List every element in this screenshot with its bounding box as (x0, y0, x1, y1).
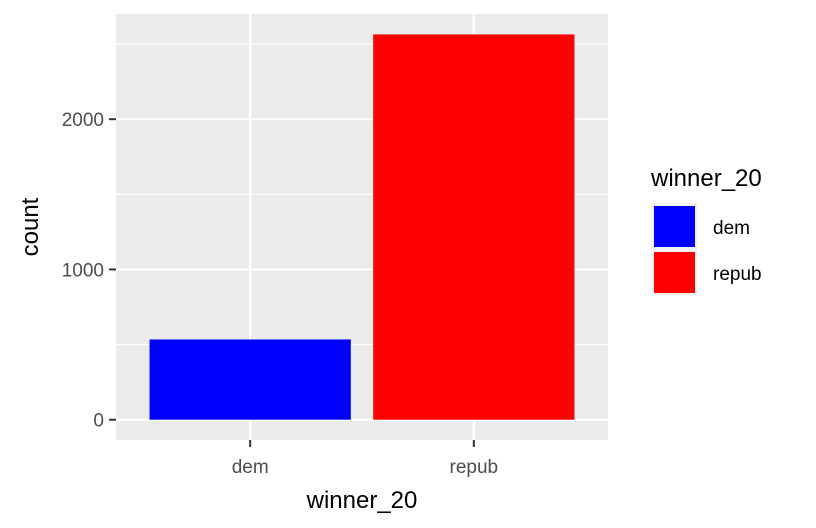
legend: winner_20 dem repub (650, 165, 762, 295)
legend-title: winner_20 (650, 165, 762, 192)
x-tick-label: dem (232, 457, 269, 478)
y-tick-label: 0 (93, 411, 104, 432)
y-tick-label: 1000 (62, 260, 104, 281)
bar-dem (149, 339, 351, 420)
bars (149, 34, 575, 420)
x-axis: dem repub (232, 440, 498, 478)
x-axis-title: winner_20 (306, 487, 418, 514)
y-axis: 0 1000 2000 (62, 110, 116, 432)
x-tick-label: repub (450, 457, 499, 478)
y-axis-title: count (17, 197, 44, 256)
bar-repub (373, 34, 575, 420)
legend-key-repub (654, 252, 695, 293)
legend-key-dem (654, 206, 695, 247)
y-tick-label: 2000 (62, 110, 104, 131)
legend-label-dem: dem (713, 218, 750, 239)
legend-label-repub: repub (713, 264, 762, 285)
